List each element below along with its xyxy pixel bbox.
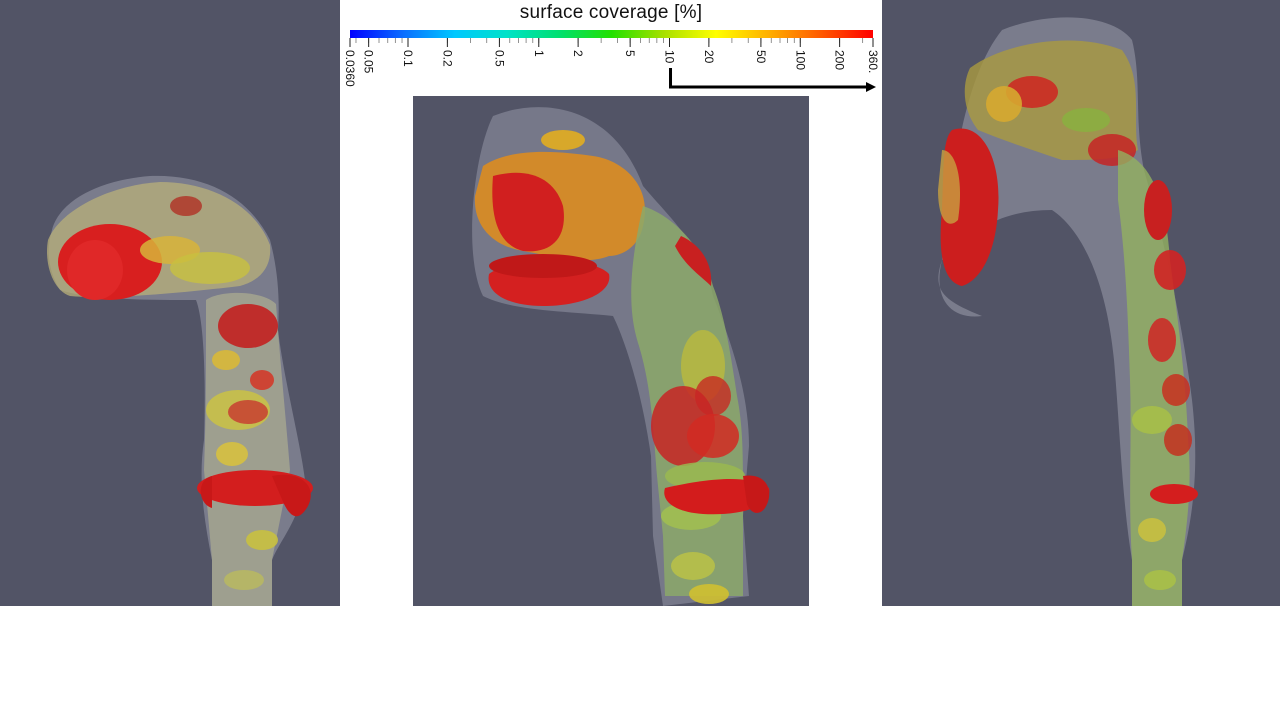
right-view-panel xyxy=(882,0,1280,606)
colorbar-tick-label: 2 xyxy=(571,50,585,57)
colorbar-tick-label: 0.2 xyxy=(440,50,454,67)
colorbar-tick-label: 100 xyxy=(793,50,807,70)
colorbar-gradient xyxy=(350,30,873,38)
colorbar-tick-labels: 0.0360 0.05 0.1 0.2 0.5 1 2 5 10 20 50 100 200 360. xyxy=(343,50,880,87)
colorbar-legend: surface coverage [%] 0.0360 0.05 0.1 0.2 0.5… xyxy=(340,0,882,96)
colorbar-tick-label: 0.1 xyxy=(401,50,415,67)
colorbar-tick-label: 10 xyxy=(663,50,677,64)
range-arrow xyxy=(669,68,876,92)
center-view-panel xyxy=(413,96,809,606)
colorbar-title: surface coverage [%] xyxy=(519,2,703,23)
colorbar-scale: 0.0360 0.05 0.1 0.2 0.5 1 2 5 10 20 50 100 200 360. xyxy=(343,30,880,92)
colorbar-tick-label: 0.5 xyxy=(492,50,506,67)
colorbar-tick-label: 0.05 xyxy=(362,50,376,74)
colorbar-tick-label: 200 xyxy=(833,50,847,70)
colorbar-ticks xyxy=(349,38,874,47)
colorbar-tick-label: 0.0360 xyxy=(343,50,357,87)
colorbar-tick-label: 5 xyxy=(623,50,637,57)
right-airway-render xyxy=(938,17,1198,606)
colorbar-tick-label: 50 xyxy=(754,50,768,64)
left-view-panel xyxy=(0,0,340,606)
colorbar-tick-label: 360. xyxy=(866,50,880,73)
left-airway-render xyxy=(46,175,313,606)
colorbar-tick-label: 1 xyxy=(532,50,546,57)
center-airway-render xyxy=(472,107,770,606)
colorbar-tick-label: 20 xyxy=(702,50,716,64)
